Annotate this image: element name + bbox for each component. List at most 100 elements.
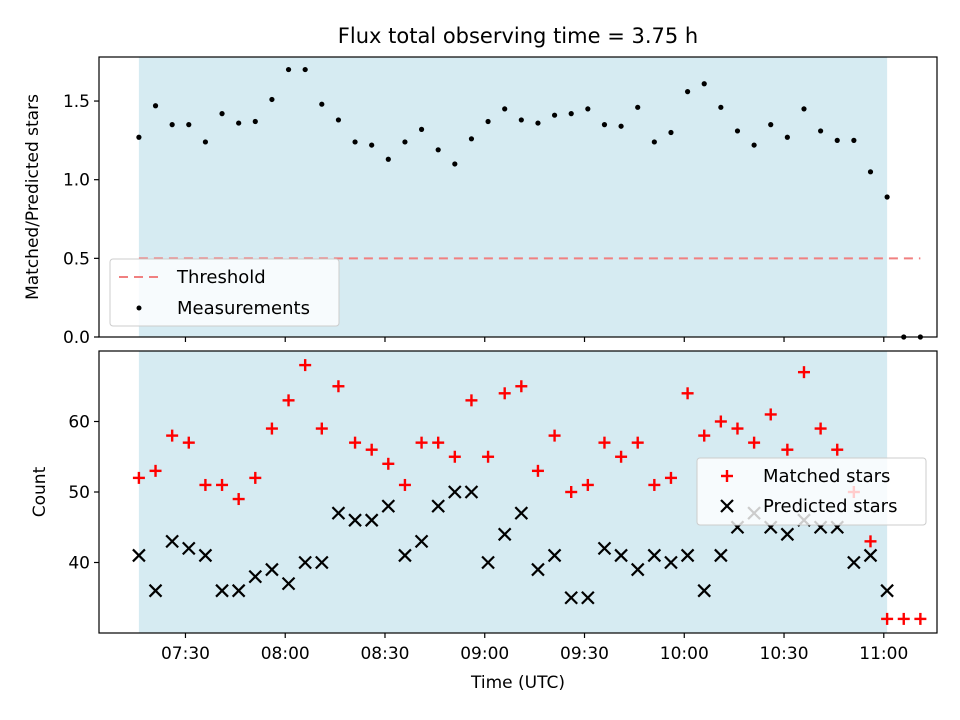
bottom-legend: Matched stars Predicted stars bbox=[696, 457, 927, 526]
predicted-star-point-b bbox=[647, 548, 662, 563]
matched-star-point bbox=[265, 422, 278, 435]
measurement-point bbox=[551, 112, 558, 118]
bottom-x-ticks: 07:30 08:00 08:30 09:00 09:30 10:00 10:30 11:00 bbox=[161, 633, 908, 664]
predicted-star-point-b bbox=[880, 583, 894, 598]
predicted-star-point bbox=[364, 513, 379, 527]
predicted-star-point-b bbox=[248, 569, 263, 584]
predicted-star-point-b bbox=[298, 555, 312, 570]
bottom-x-tick-label: 07:30 bbox=[161, 644, 210, 664]
predicted-star-point bbox=[281, 576, 296, 591]
matched-star-point bbox=[149, 464, 162, 477]
matched-star-point bbox=[914, 612, 927, 625]
predicted-star-point bbox=[497, 527, 512, 542]
predicted-star-point-b bbox=[398, 548, 412, 563]
predicted-star-point bbox=[148, 583, 163, 598]
legend-threshold-label: Threshold bbox=[176, 267, 266, 288]
matched-star-point bbox=[498, 387, 511, 400]
bottom-x-tick-label: 10:30 bbox=[760, 644, 809, 664]
predicted-star-point bbox=[381, 499, 396, 513]
matched-stars-points bbox=[132, 359, 927, 625]
predicted-star-point bbox=[132, 548, 146, 563]
top-y-tick-label: 0.5 bbox=[63, 249, 90, 269]
top-y-axis-label: Matched/Predicted stars bbox=[23, 94, 43, 300]
predicted-star-point bbox=[315, 555, 329, 570]
measurement-point bbox=[136, 134, 142, 140]
bottom-x-tick-label: 09:30 bbox=[560, 644, 609, 664]
bottom-y-tick-label: 50 bbox=[68, 483, 90, 503]
matched-star-point bbox=[781, 443, 794, 456]
measurement-point bbox=[718, 104, 724, 110]
predicted-star-point-b bbox=[780, 527, 795, 542]
predicted-star-point bbox=[697, 583, 712, 598]
measurement-point bbox=[834, 137, 840, 143]
matched-star-point bbox=[698, 429, 711, 442]
predicted-star-point-b bbox=[165, 534, 179, 549]
bottom-legend-box bbox=[696, 457, 927, 526]
matched-star-point bbox=[565, 486, 578, 498]
predicted-star-point-b bbox=[381, 499, 396, 513]
measurement-point bbox=[369, 142, 375, 148]
bottom-x-tick-label: 08:30 bbox=[360, 644, 409, 664]
predicted-star-point bbox=[198, 548, 213, 563]
matched-star-point bbox=[881, 612, 894, 625]
matched-star-point bbox=[166, 429, 179, 442]
measurement-point bbox=[884, 194, 890, 200]
predicted-star-point-b bbox=[182, 541, 196, 556]
matched-star-point bbox=[897, 612, 910, 625]
legend-matched-marker bbox=[721, 470, 733, 482]
predicted-star-point-b bbox=[847, 555, 861, 570]
measurement-point bbox=[801, 106, 807, 112]
predicted-star-point bbox=[714, 548, 728, 563]
predicted-star-point-b bbox=[863, 548, 878, 563]
matched-star-point bbox=[415, 436, 428, 449]
predicted-star-point-b bbox=[664, 555, 678, 570]
bottom-y-ticks: 40 50 60 bbox=[68, 413, 99, 574]
measurement-point bbox=[867, 169, 874, 175]
predicted-star-point bbox=[481, 555, 495, 570]
matched-star-point bbox=[132, 471, 145, 484]
top-y-tick-label: 0.0 bbox=[63, 328, 90, 348]
measurement-point bbox=[285, 66, 292, 73]
predicted-star-point-b bbox=[348, 513, 362, 527]
measurement-point bbox=[518, 117, 524, 123]
matched-star-point bbox=[731, 422, 744, 435]
top-legend-box bbox=[109, 258, 340, 327]
matched-star-point bbox=[664, 471, 677, 484]
measurement-point bbox=[485, 118, 491, 125]
matched-star-point bbox=[748, 436, 761, 449]
legend-matched-label: Matched stars bbox=[763, 466, 890, 487]
matched-star-point bbox=[216, 478, 229, 491]
matched-star-point bbox=[631, 436, 644, 449]
count-panel: 40 50 60 07:30 08:00 08:30 09:00 09:30 10:00 10:… bbox=[30, 350, 938, 693]
bottom-y-axis-label: Count bbox=[30, 466, 50, 517]
measurement-point bbox=[152, 103, 159, 109]
measurement-point bbox=[269, 96, 275, 103]
measurement-point bbox=[468, 136, 475, 142]
predicted-star-point bbox=[680, 548, 695, 563]
predicted-star-point-b bbox=[531, 562, 545, 577]
predicted-star-point bbox=[531, 562, 545, 577]
predicted-star-point-b bbox=[215, 583, 229, 598]
matched-star-point bbox=[398, 478, 411, 491]
predicted-star-point-b bbox=[597, 541, 612, 556]
matched-star-point bbox=[764, 408, 777, 421]
predicted-star-point-b bbox=[331, 506, 346, 520]
predicted-star-point bbox=[165, 534, 179, 549]
ratio-panel: 0.0 0.5 1.0 1.5 Matched/Predicted stars Thr… bbox=[23, 56, 938, 348]
top-axes-frame bbox=[98, 56, 938, 338]
measurement-point bbox=[585, 106, 591, 112]
measurement-point bbox=[219, 111, 225, 117]
matched-star-point bbox=[581, 478, 594, 491]
predicted-star-point-b bbox=[547, 548, 562, 563]
top-legend: Threshold Measurements bbox=[109, 258, 340, 327]
measurement-point bbox=[202, 139, 209, 145]
predicted-star-point-b bbox=[315, 555, 329, 570]
bottom-x-tick-label: 09:00 bbox=[460, 644, 509, 664]
measurement-point bbox=[186, 122, 192, 128]
matched-star-point bbox=[814, 422, 827, 435]
predicted-star-point-b bbox=[581, 590, 595, 605]
legend-predicted-label: Predicted stars bbox=[763, 496, 897, 517]
measurement-point bbox=[751, 142, 757, 148]
predicted-star-point bbox=[231, 583, 246, 598]
